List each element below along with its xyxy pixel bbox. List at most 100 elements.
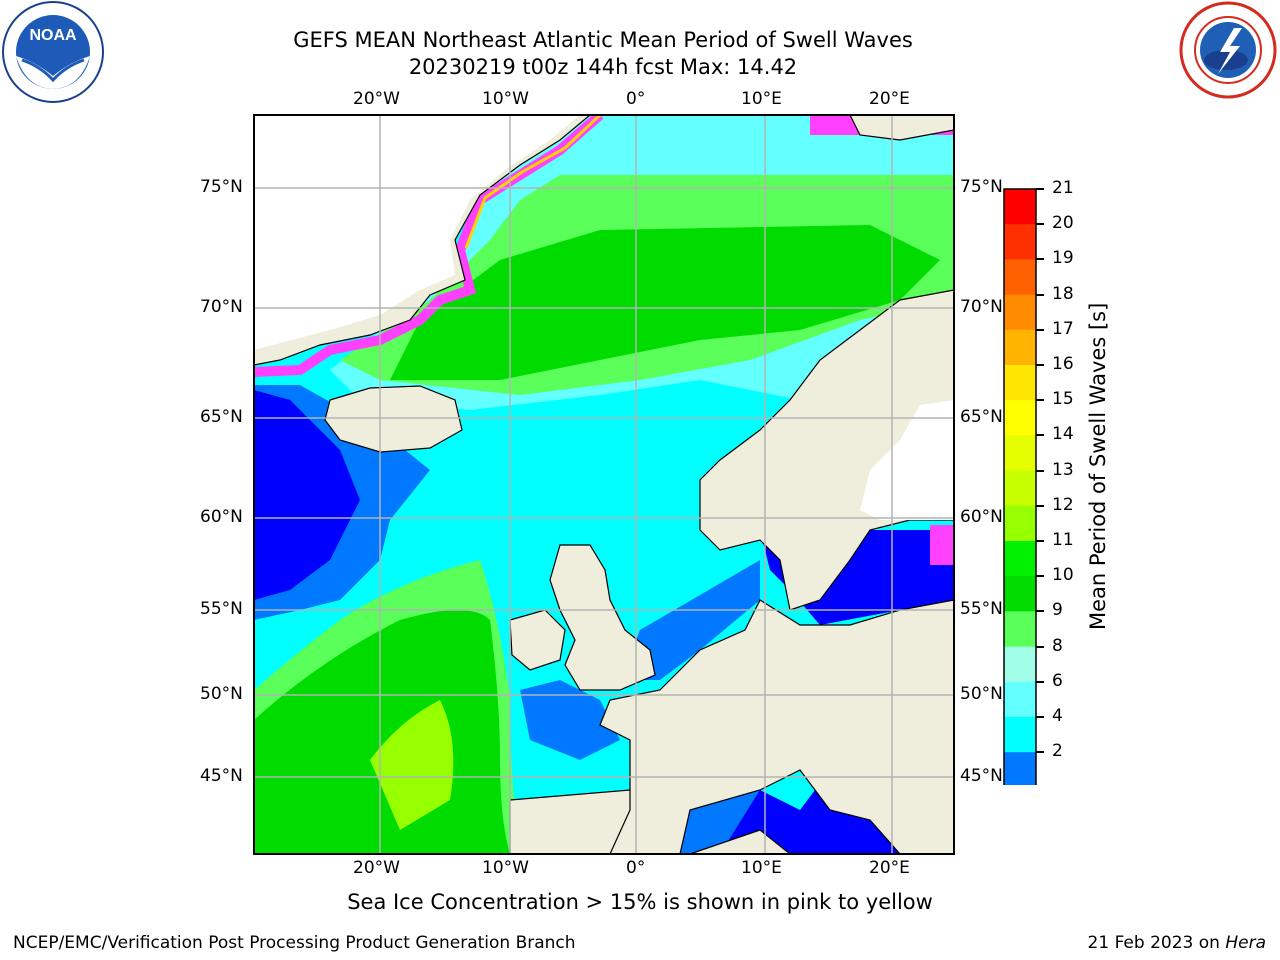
gulf-of-bothnia-ice xyxy=(860,400,954,520)
swell-band-10 xyxy=(390,225,940,380)
colorbar-tick-label: 13 xyxy=(1052,459,1074,480)
colorbar-segment xyxy=(1004,259,1036,296)
lat-label-right: 75°N xyxy=(960,177,1003,197)
nws-logo xyxy=(1179,1,1277,99)
colorbar-segment xyxy=(1004,224,1036,260)
colorbar-tick-mark xyxy=(1036,258,1044,261)
map-area xyxy=(254,115,954,854)
lat-label-right: 50°N xyxy=(960,684,1003,704)
swell-below-2-west xyxy=(254,390,360,600)
chart-subtitle: 20230219 t00z 144h fcst Max: 14.42 xyxy=(408,55,798,79)
colorbar-tick-mark xyxy=(1036,716,1044,718)
lon-label-top: 10°W xyxy=(482,89,529,109)
colorbar-segment xyxy=(1004,470,1036,507)
lat-label-left: 60°N xyxy=(200,507,243,527)
lat-label-left: 70°N xyxy=(200,297,243,317)
colorbar-outline xyxy=(1003,188,1037,785)
colorbar-tick-mark xyxy=(1036,645,1044,648)
colorbar-segment xyxy=(1004,400,1036,436)
footer-date: 21 Feb 2023 on Hera xyxy=(1088,933,1266,953)
lon-label-top: 0° xyxy=(626,89,646,109)
scandinavia xyxy=(699,289,954,611)
sea-ice-bothnia xyxy=(930,525,954,565)
map-frame xyxy=(253,114,955,855)
swell-band-12-south xyxy=(370,700,454,830)
lat-label-right: 60°N xyxy=(960,507,1003,527)
colorbar-tick-label: 18 xyxy=(1052,283,1074,304)
greenland-ice-cap xyxy=(254,115,580,350)
sea-ice-note: Sea Ice Concentration > 15% is shown in … xyxy=(347,890,933,914)
lon-label-bottom: 10°E xyxy=(741,858,782,878)
iberia xyxy=(509,789,631,854)
colorbar-tick-label: 8 xyxy=(1052,635,1063,656)
colorbar-tick-mark xyxy=(1036,399,1044,402)
colorbar-segment xyxy=(1004,294,1036,331)
colorbar-segment xyxy=(1004,541,1036,577)
colorbar-tick-mark xyxy=(1036,469,1044,472)
lat-label-right: 70°N xyxy=(960,297,1003,317)
lon-label-top: 20°W xyxy=(353,89,400,109)
colorbar-tick-label: 2 xyxy=(1052,741,1063,762)
lat-label-left: 50°N xyxy=(200,684,243,704)
colorbar-segment xyxy=(1004,189,1036,225)
lon-label-top: 20°E xyxy=(869,89,910,109)
colorbar-segment xyxy=(1004,717,1036,753)
colorbar-tick-label: 11 xyxy=(1052,530,1074,550)
colorbar-tick-mark xyxy=(1036,293,1044,296)
lon-label-bottom: 20°W xyxy=(353,858,400,878)
lat-label-left: 65°N xyxy=(200,407,243,427)
colorbar-tick-label: 4 xyxy=(1052,706,1063,726)
colorbar-segment xyxy=(1004,611,1036,648)
svalbard xyxy=(849,115,954,141)
colorbar-tick-mark xyxy=(1036,434,1044,437)
colorbar-tick-mark xyxy=(1036,223,1044,226)
lon-label-bottom: 20°E xyxy=(869,858,910,878)
noaa-logo-text: NOAA xyxy=(29,27,77,44)
colorbar-tick-mark xyxy=(1036,751,1044,754)
lon-label-bottom: 10°W xyxy=(482,858,529,878)
colorbar-label: Mean Period of Swell Waves [s] xyxy=(1086,302,1110,630)
colorbar-tick-mark xyxy=(1036,575,1044,578)
colorbar-tick-label: 16 xyxy=(1052,354,1074,374)
colorbar-tick-label: 21 xyxy=(1052,178,1074,198)
lat-label-left: 45°N xyxy=(200,766,243,786)
colorbar-tick-mark xyxy=(1036,680,1044,683)
colorbar-tick-label: 20 xyxy=(1052,213,1074,234)
lon-label-top: 10°E xyxy=(741,89,782,109)
colorbar-tick-mark xyxy=(1036,328,1044,331)
lat-label-left: 55°N xyxy=(200,599,243,619)
lat-label-right: 55°N xyxy=(960,599,1003,619)
noaa-logo: NOAA xyxy=(2,1,104,103)
colorbar-tick-mark xyxy=(1036,364,1044,366)
colorbar-segment xyxy=(1004,505,1036,542)
graticule xyxy=(254,115,954,854)
colorbar-segment xyxy=(1004,752,1036,785)
colorbar-segment xyxy=(1004,329,1036,366)
colorbar-segment xyxy=(1004,576,1036,612)
swell-band-2-biscay xyxy=(520,680,620,760)
colorbar-tick-label: 17 xyxy=(1052,318,1074,339)
lat-label-right: 65°N xyxy=(960,407,1003,427)
lon-label-bottom: 0° xyxy=(626,858,646,878)
colorbar-segment xyxy=(1004,435,1036,472)
iceland xyxy=(324,385,463,453)
colorbar-tick-mark xyxy=(1036,188,1044,190)
great-britain xyxy=(549,544,656,691)
colorbar-tick-label: 9 xyxy=(1052,600,1063,621)
sea-ice-edge-yellow xyxy=(464,115,602,249)
colorbar-segment xyxy=(1004,365,1036,401)
colorbar-tick-label: 12 xyxy=(1052,494,1074,515)
colorbar-tick-mark xyxy=(1036,504,1044,507)
footer-date-text: 21 Feb 2023 on xyxy=(1087,933,1220,953)
swell-band-2-north-sea xyxy=(620,560,760,680)
colorbar-tick-label: 19 xyxy=(1052,248,1074,269)
lat-label-left: 75°N xyxy=(200,177,243,197)
colorbar-tick-label: 15 xyxy=(1052,389,1074,410)
footer-host: Hera xyxy=(1225,933,1266,953)
colorbar-tick-mark xyxy=(1036,610,1044,613)
colorbar-tick-label: 14 xyxy=(1052,424,1074,445)
chart-title: GEFS MEAN Northeast Atlantic Mean Period… xyxy=(293,28,913,52)
colorbar-segment xyxy=(1004,681,1036,718)
colorbar-tick-label: 10 xyxy=(1052,565,1074,586)
colorbar-segment xyxy=(1004,646,1036,683)
